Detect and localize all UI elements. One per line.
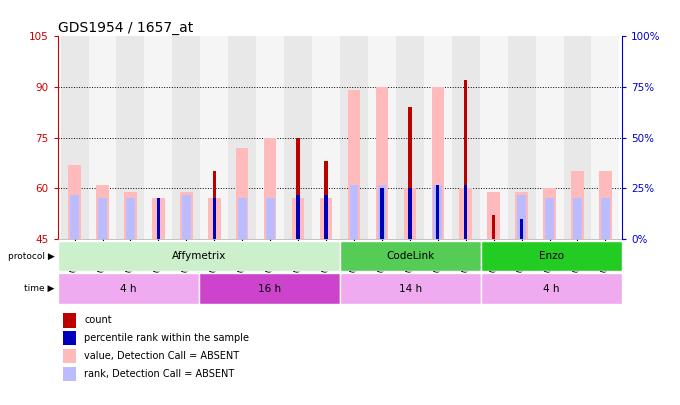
Bar	[601, 198, 610, 239]
Bar	[424, 36, 452, 239]
Bar	[63, 331, 76, 345]
Bar	[564, 36, 592, 239]
Bar	[213, 171, 216, 239]
Bar	[481, 241, 622, 271]
Bar	[408, 188, 411, 239]
Bar	[144, 36, 172, 239]
Bar	[408, 107, 411, 239]
Bar	[350, 185, 358, 239]
Bar	[324, 161, 328, 239]
Bar	[433, 185, 442, 239]
Bar	[63, 313, 76, 328]
Text: 16 h: 16 h	[258, 284, 281, 294]
Bar	[228, 36, 256, 239]
Text: count: count	[84, 315, 112, 325]
Bar	[61, 36, 88, 239]
Bar	[172, 36, 201, 239]
Bar	[126, 198, 135, 239]
Bar	[124, 192, 137, 239]
Bar	[488, 192, 500, 239]
Bar	[208, 198, 220, 239]
Text: 4 h: 4 h	[543, 284, 560, 294]
Bar	[296, 195, 300, 239]
Text: 4 h: 4 h	[120, 284, 137, 294]
Text: 14 h: 14 h	[399, 284, 422, 294]
Bar	[213, 198, 216, 239]
Bar	[312, 36, 340, 239]
Bar	[70, 195, 79, 239]
Bar	[452, 36, 479, 239]
Bar	[292, 198, 305, 239]
Bar	[599, 171, 612, 239]
Bar	[479, 36, 508, 239]
Bar	[403, 188, 416, 239]
Bar	[96, 185, 109, 239]
Bar	[340, 273, 481, 304]
Bar	[377, 185, 386, 239]
Bar	[284, 36, 312, 239]
Bar	[460, 188, 472, 239]
Bar	[264, 138, 277, 239]
Bar	[436, 185, 439, 239]
Bar	[63, 367, 76, 381]
Bar	[368, 36, 396, 239]
Text: GDS1954 / 1657_at: GDS1954 / 1657_at	[58, 21, 193, 35]
Bar	[347, 90, 360, 239]
Bar	[517, 195, 526, 239]
Text: percentile rank within the sample: percentile rank within the sample	[84, 333, 250, 343]
Bar	[340, 36, 368, 239]
Bar	[256, 36, 284, 239]
Bar	[236, 148, 248, 239]
Bar	[464, 185, 467, 239]
Bar	[324, 195, 328, 239]
Bar	[573, 198, 582, 239]
Text: rank, Detection Call = ABSENT: rank, Detection Call = ABSENT	[84, 369, 235, 379]
Bar	[543, 188, 556, 239]
Bar	[592, 36, 619, 239]
Bar	[58, 241, 340, 271]
Bar	[320, 198, 333, 239]
Text: time ▶: time ▶	[24, 284, 54, 293]
Bar	[396, 36, 424, 239]
Bar	[201, 36, 228, 239]
Bar	[116, 36, 144, 239]
Bar	[199, 273, 340, 304]
Bar	[58, 273, 199, 304]
Bar	[68, 165, 81, 239]
Bar	[152, 198, 165, 239]
Bar	[492, 215, 495, 239]
Bar	[536, 36, 564, 239]
Bar	[464, 80, 467, 239]
Bar	[481, 273, 622, 304]
Bar	[182, 195, 190, 239]
Bar	[375, 87, 388, 239]
Bar	[545, 198, 554, 239]
Bar	[63, 349, 76, 363]
Bar	[98, 198, 107, 239]
Text: Affymetrix: Affymetrix	[172, 251, 226, 261]
Text: CodeLink: CodeLink	[386, 251, 435, 261]
Bar	[180, 192, 192, 239]
Bar	[508, 36, 536, 239]
Bar	[432, 87, 444, 239]
Bar	[515, 192, 528, 239]
Bar	[88, 36, 116, 239]
Bar	[340, 241, 481, 271]
Text: Enzo: Enzo	[539, 251, 564, 261]
Bar	[238, 198, 247, 239]
Bar	[266, 198, 275, 239]
Text: value, Detection Call = ABSENT: value, Detection Call = ABSENT	[84, 351, 239, 361]
Text: protocol ▶: protocol ▶	[7, 252, 54, 261]
Bar	[296, 138, 300, 239]
Bar	[571, 171, 584, 239]
Bar	[520, 219, 524, 239]
Bar	[380, 188, 384, 239]
Bar	[156, 198, 160, 239]
Bar	[156, 222, 160, 239]
